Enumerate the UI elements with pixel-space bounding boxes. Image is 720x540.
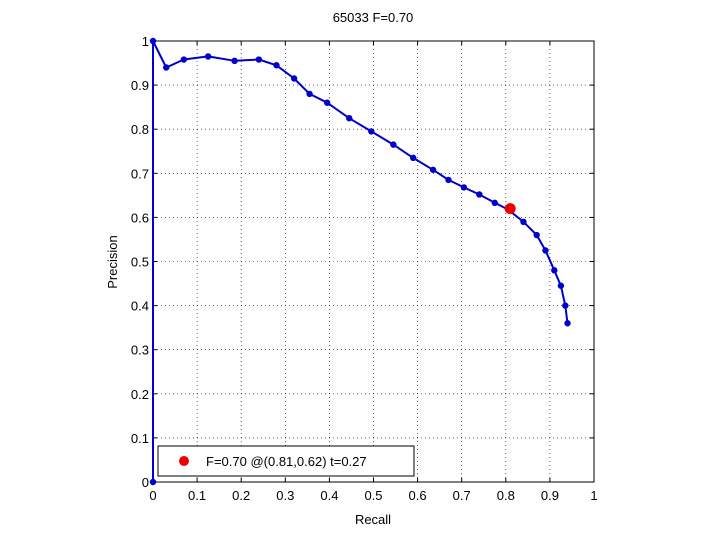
data-point	[323, 99, 331, 106]
data-point	[476, 191, 483, 198]
x-tick-label: 1	[590, 488, 597, 503]
data-point	[180, 56, 188, 63]
y-tick-label: 0	[142, 475, 149, 490]
series-group	[149, 37, 571, 486]
data-point	[564, 320, 571, 327]
data-point	[346, 114, 353, 122]
y-tick-label: 1	[142, 34, 149, 49]
x-tick-label: 0.7	[453, 488, 471, 503]
x-tick-label: 0.4	[320, 488, 338, 503]
y-tick-label: 0.6	[131, 210, 149, 225]
x-tick-label: 0.3	[276, 488, 294, 503]
x-axis-label: Recall	[355, 512, 391, 527]
y-tick-label: 0.1	[131, 431, 149, 446]
y-axis-label: Precision	[105, 235, 120, 288]
y-tick-label: 0.5	[131, 255, 149, 270]
data-point	[306, 90, 313, 98]
y-tick-label: 0.8	[131, 122, 149, 137]
best-point-group	[504, 203, 516, 215]
data-point	[491, 199, 498, 207]
data-point	[163, 64, 170, 71]
data-point	[390, 141, 397, 148]
data-point	[542, 247, 549, 254]
x-tick-label: 0.5	[364, 488, 382, 503]
data-point	[255, 56, 263, 63]
data-point	[557, 282, 565, 289]
data-point	[533, 231, 540, 239]
data-point	[409, 154, 417, 162]
data-point	[231, 57, 238, 65]
y-axis-ticks: 0 0.1 0.2 0.3 0.4 0.5 0.6 0.7 0.8 0.9 1	[131, 34, 594, 490]
y-tick-label: 0.7	[131, 166, 149, 181]
x-tick-label: 0.9	[541, 488, 559, 503]
data-point	[149, 37, 157, 45]
data-point	[460, 184, 468, 191]
y-tick-label: 0.3	[131, 343, 149, 358]
legend-label: F=0.70 @(0.81,0.62) t=0.27	[206, 454, 367, 469]
data-point	[290, 75, 298, 82]
x-axis-ticks: 0 0.1 0.2 0.3 0.4 0.5 0.6 0.7 0.8 0.9 1	[149, 41, 598, 503]
legend-box	[157, 445, 415, 477]
x-tick-label: 0.8	[497, 488, 515, 503]
x-tick-label: 0.1	[188, 488, 206, 503]
y-tick-label: 0.4	[131, 299, 149, 314]
legend-marker	[179, 456, 189, 466]
data-point	[562, 302, 569, 309]
y-tick-label: 0.9	[131, 78, 149, 93]
data-point	[149, 478, 157, 486]
data-point	[273, 62, 280, 69]
data-point	[520, 218, 527, 226]
data-point	[429, 166, 437, 173]
series-line	[152, 40, 569, 482]
chart-title: 65033 F=0.70	[333, 10, 414, 25]
data-point	[445, 176, 452, 184]
data-point	[204, 53, 212, 60]
legend: F=0.70 @(0.81,0.62) t=0.27	[157, 445, 415, 477]
best-f-point	[504, 203, 516, 215]
data-point	[551, 267, 558, 274]
y-tick-label: 0.2	[131, 387, 149, 402]
x-tick-label: 0.6	[409, 488, 427, 503]
x-tick-label: 0	[149, 488, 156, 503]
data-point	[368, 128, 375, 135]
x-tick-label: 0.2	[232, 488, 250, 503]
